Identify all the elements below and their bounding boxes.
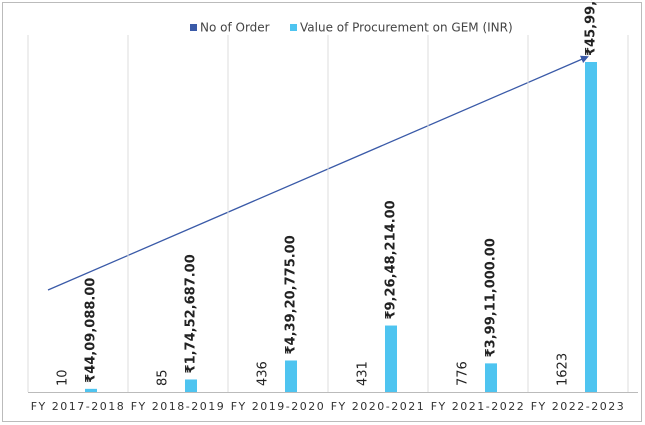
x-tick-label: FY 2021-2022	[431, 400, 526, 413]
value-label: ₹3,99,11,000.00	[484, 238, 499, 357]
value-label: 436	[256, 361, 271, 386]
x-tick-label: FY 2018-2019	[131, 400, 226, 413]
value-label: 10	[56, 369, 71, 386]
legend-swatch	[290, 24, 297, 31]
bar	[485, 363, 497, 392]
bar	[585, 62, 597, 392]
bar	[285, 360, 297, 392]
value-label: ₹45,99,89,512.00	[584, 0, 599, 56]
trend-arrow	[47, 55, 589, 291]
value-label: 85	[156, 369, 171, 386]
x-tick-label: FY 2022-2023	[531, 400, 626, 413]
value-label: ₹9,26,48,214.00	[384, 200, 399, 319]
legend-swatch	[190, 24, 197, 31]
value-label: ₹44,09,088.00	[84, 278, 99, 383]
x-tick-label: FY 2017-2018	[31, 400, 126, 413]
value-label: ₹4,39,20,775.00	[284, 235, 299, 354]
x-tick-label: FY 2020-2021	[331, 400, 426, 413]
bar	[385, 325, 397, 392]
bar	[85, 388, 97, 392]
value-label: 776	[456, 361, 471, 386]
legend-label: No of Order	[200, 21, 270, 35]
bar	[185, 379, 197, 392]
value-label: 1623	[556, 353, 571, 386]
value-label: 431	[356, 361, 371, 386]
x-tick-label: FY 2019-2020	[231, 400, 326, 413]
value-label: ₹1,74,52,687.00	[184, 254, 199, 373]
legend-label: Value of Procurement on GEM (INR)	[300, 21, 513, 35]
